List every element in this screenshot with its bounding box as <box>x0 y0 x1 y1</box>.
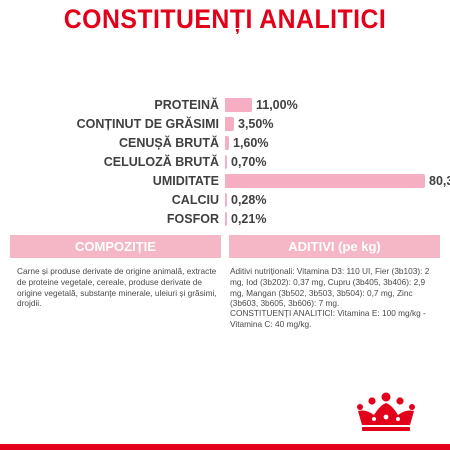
nutrient-row: FOSFOR 0,21% <box>0 210 450 228</box>
nutrient-value: 0,28% <box>231 193 267 207</box>
additives-header: ADITIVI (pe kg) <box>229 235 440 258</box>
additives-text: Aditivi nutriționali: Vitamina D3: 110 U… <box>230 266 430 309</box>
composition-title: COMPOZIȚIE <box>75 239 156 254</box>
nutrient-value: 0,70% <box>231 155 267 169</box>
nutrient-value: 0,21% <box>231 212 267 226</box>
nutrient-bar <box>225 117 234 131</box>
nutrient-label: UMIDITATE <box>152 174 219 188</box>
nutrient-label: CELULOZĂ BRUTĂ <box>103 155 219 169</box>
nutrient-row: CELULOZĂ BRUTĂ 0,70% <box>0 153 450 171</box>
nutrient-row: CENUȘĂ BRUTĂ 1,60% <box>0 134 450 152</box>
nutrient-value: 3,50% <box>238 117 274 131</box>
nutrient-bar <box>225 174 425 188</box>
composition-header: COMPOZIȚIE <box>10 235 221 258</box>
nutrient-bar <box>225 98 252 112</box>
page-title: CONSTITUENȚI ANALITICI <box>63 4 387 34</box>
nutrient-label: CALCIU <box>171 193 219 207</box>
nutrient-label: CONȚINUT DE GRĂSIMI <box>76 117 219 131</box>
royal-canin-logo <box>357 392 415 431</box>
nutrient-row: PROTEINĂ 11,00% <box>0 96 450 114</box>
nutrient-bar <box>225 212 227 226</box>
nutrient-label: PROTEINĂ <box>154 98 219 112</box>
nutrient-row: CALCIU 0,28% <box>0 191 450 209</box>
nutrient-bar <box>225 193 227 207</box>
bottom-accent-bar <box>0 444 450 450</box>
nutrient-row: UMIDITATE 80,30% <box>0 172 450 190</box>
nutrient-label: CENUȘĂ BRUTĂ <box>119 136 219 150</box>
additives-title: ADITIVI (pe kg) <box>288 239 381 254</box>
nutrient-value: 11,00% <box>256 98 298 112</box>
nutrient-value: 1,60% <box>233 136 269 150</box>
nutrient-label: FOSFOR <box>166 212 219 226</box>
nutrient-bar <box>225 136 229 150</box>
composition-text: Carne și produse derivate de origine ani… <box>17 266 217 309</box>
nutrient-value: 80,30% <box>429 174 450 188</box>
additives-text-2: CONSTITUENȚI ANALITICI: Vitamina E: 100 … <box>230 308 426 329</box>
nutrient-bar <box>225 155 227 169</box>
nutrient-row: CONȚINUT DE GRĂSIMI 3,50% <box>0 115 450 133</box>
